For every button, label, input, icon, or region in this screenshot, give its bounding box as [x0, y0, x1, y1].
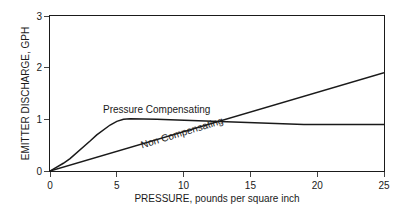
- svg-text:0: 0: [36, 166, 42, 177]
- svg-text:EMITTER DISCHARGE, GPH: EMITTER DISCHARGE, GPH: [20, 27, 31, 160]
- svg-text:10: 10: [178, 180, 190, 191]
- svg-text:Non Compensating: Non Compensating: [139, 115, 224, 151]
- svg-text:2: 2: [36, 62, 42, 73]
- svg-text:0: 0: [47, 180, 53, 191]
- svg-text:15: 15: [245, 180, 257, 191]
- svg-text:PRESSURE, pounds per square in: PRESSURE, pounds per square inch: [134, 193, 299, 204]
- svg-text:1: 1: [36, 114, 42, 125]
- svg-text:3: 3: [36, 11, 42, 22]
- svg-text:25: 25: [378, 180, 390, 191]
- svg-text:20: 20: [312, 180, 324, 191]
- svg-text:5: 5: [114, 180, 120, 191]
- svg-text:Pressure Compensating: Pressure Compensating: [103, 104, 210, 115]
